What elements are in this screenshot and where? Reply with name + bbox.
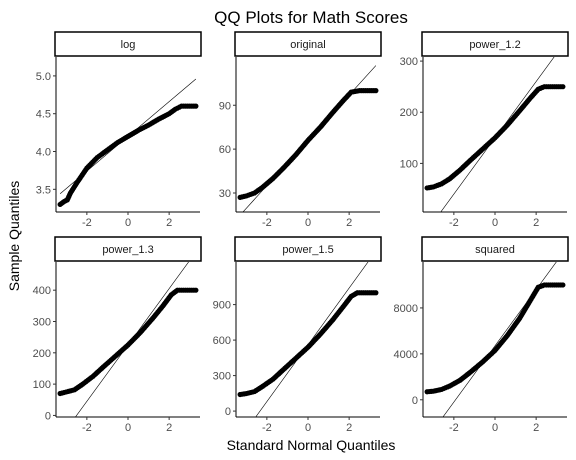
x-tick-label: 0 xyxy=(125,217,131,229)
y-tick-label: 60 xyxy=(219,144,231,156)
y-tick-label: 200 xyxy=(400,107,418,119)
panel-power-1-2: power_1.2 -2 0 2 100 200 300 xyxy=(400,31,569,229)
panel-original: original -2 0 2 30 60 90 xyxy=(219,31,382,229)
y-tick-label: 300 xyxy=(213,371,231,383)
y-tick-label: 100 xyxy=(33,379,51,391)
panel-strip xyxy=(54,236,202,262)
panel-squared: squared -2 0 2 0 4000 8000 xyxy=(394,236,569,434)
x-tick-label: 2 xyxy=(346,217,352,229)
y-tick-label: 100 xyxy=(400,158,418,170)
x-tick-label: 0 xyxy=(492,422,498,434)
data-point xyxy=(193,103,199,109)
x-tick-label: 2 xyxy=(166,422,172,434)
y-tick-label: 600 xyxy=(213,335,231,347)
y-tick-label: 0 xyxy=(412,395,418,407)
y-axis-title: Sample Quantiles xyxy=(6,181,22,292)
x-tick-label: 2 xyxy=(166,217,172,229)
y-tick-label: 4000 xyxy=(394,349,418,361)
x-axis-title: Standard Normal Quantiles xyxy=(227,437,396,453)
data-point xyxy=(373,290,379,296)
figure-title: QQ Plots for Math Scores xyxy=(214,8,408,27)
panel-strip xyxy=(234,31,382,57)
panel-strip-label: log xyxy=(121,39,136,51)
data-point xyxy=(560,282,566,288)
y-tick-label: 300 xyxy=(400,56,418,68)
panel-log: log -2 0 2 3.5 4.0 4.5 5.0 xyxy=(36,31,202,229)
data-point xyxy=(373,88,379,94)
x-tick-label: 2 xyxy=(346,422,352,434)
x-tick-label: -2 xyxy=(262,217,272,229)
y-tick-label: 900 xyxy=(213,300,231,312)
x-tick-label: 0 xyxy=(305,217,311,229)
x-tick-label: -2 xyxy=(449,217,459,229)
y-tick-label: 90 xyxy=(219,100,231,112)
y-tick-label: 0 xyxy=(45,410,51,422)
y-tick-label: 4.5 xyxy=(36,109,51,121)
x-tick-label: 0 xyxy=(125,422,131,434)
x-tick-label: 0 xyxy=(492,217,498,229)
panel-strip-label: original xyxy=(290,39,325,51)
panel-power-1-3: power_1.3 -2 0 2 0 100 200 300 400 xyxy=(33,236,202,434)
y-tick-label: 400 xyxy=(33,285,51,297)
x-tick-label: 2 xyxy=(533,422,539,434)
y-tick-label: 5.0 xyxy=(36,71,51,83)
y-tick-label: 300 xyxy=(33,316,51,328)
y-tick-label: 8000 xyxy=(394,303,418,315)
y-tick-label: 3.5 xyxy=(36,184,51,196)
panel-strip-label: power_1.3 xyxy=(102,244,153,256)
facet-panels: log -2 0 2 3.5 4.0 4.5 5.0 original -2 0 2 30 60 90 pow… xyxy=(33,31,569,434)
x-tick-label: -2 xyxy=(82,217,92,229)
x-tick-label: 0 xyxy=(305,422,311,434)
y-tick-label: 4.0 xyxy=(36,147,51,159)
y-tick-label: 0 xyxy=(225,406,231,418)
data-point xyxy=(560,84,566,90)
panel-strip xyxy=(421,31,569,57)
panel-strip-label: squared xyxy=(475,244,515,256)
x-tick-label: -2 xyxy=(262,422,272,434)
panel-strip xyxy=(421,236,569,262)
y-tick-label: 200 xyxy=(33,348,51,360)
x-tick-label: -2 xyxy=(449,422,459,434)
qq-reference-line xyxy=(442,262,557,417)
y-tick-label: 30 xyxy=(219,188,231,200)
data-point xyxy=(193,287,199,293)
panel-strip-label: power_1.5 xyxy=(282,244,333,256)
panel-strip xyxy=(234,236,382,262)
x-tick-label: -2 xyxy=(82,422,92,434)
panel-strip xyxy=(54,31,202,57)
x-tick-label: 2 xyxy=(533,217,539,229)
panel-strip-label: power_1.2 xyxy=(469,39,520,51)
panel-power-1-5: power_1.5 -2 0 2 0 300 600 900 xyxy=(213,236,382,434)
